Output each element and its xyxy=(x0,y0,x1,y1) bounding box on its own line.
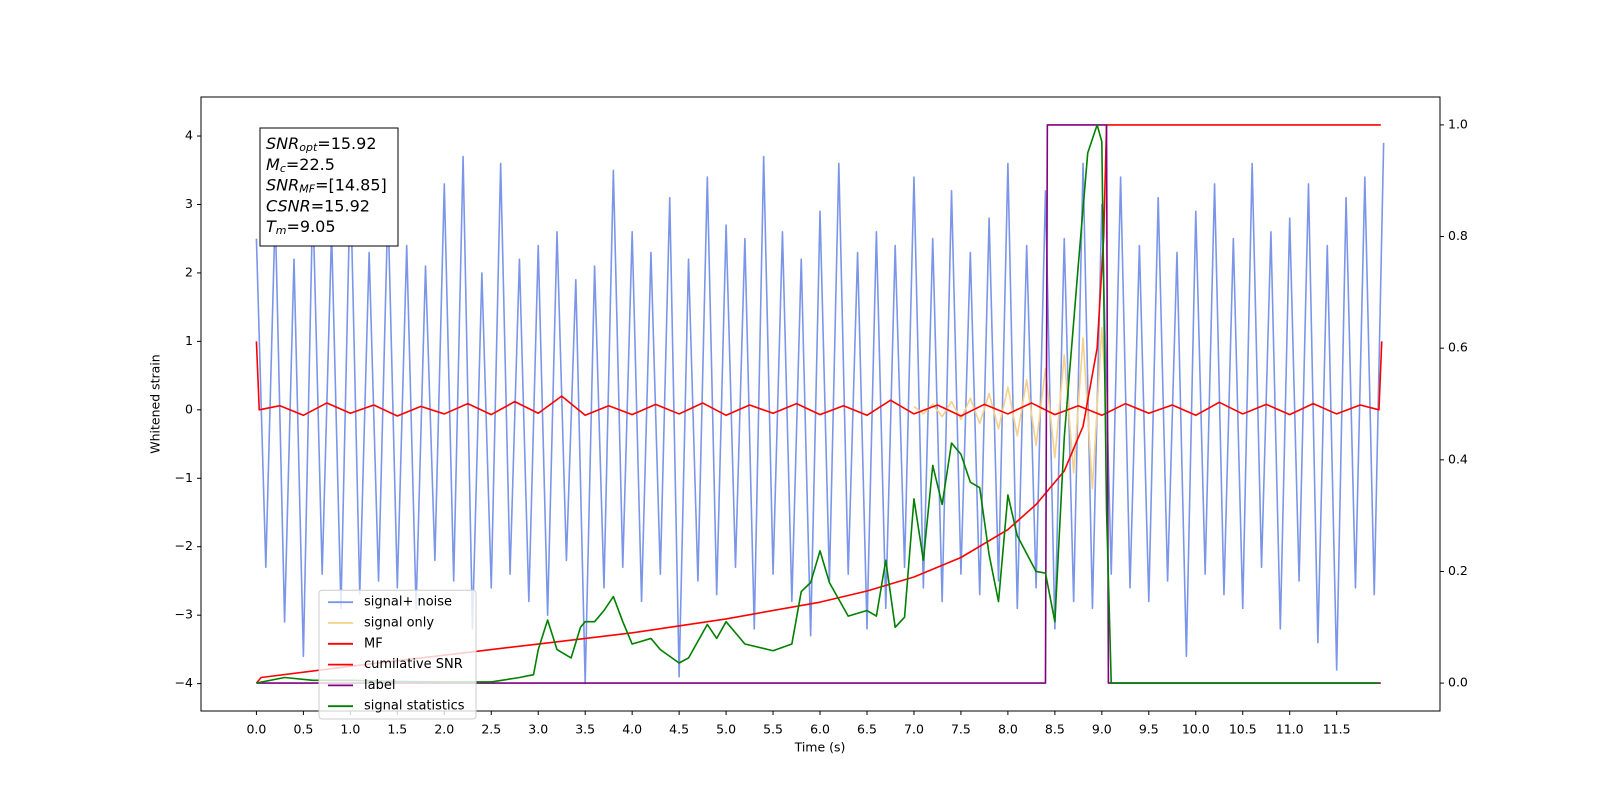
x-tick-label: 10.5 xyxy=(1229,722,1257,737)
annotation: CSNR=15.92 xyxy=(266,196,370,215)
annotation: Mc=22.5 xyxy=(266,154,335,175)
x-tick-label: 1.0 xyxy=(340,722,360,737)
y-axis-label: Whitened strain xyxy=(148,354,163,453)
annotation-sub: MF xyxy=(299,183,315,196)
annotation-text: =9.05 xyxy=(287,217,336,236)
x-tick-label: 8.0 xyxy=(998,722,1018,737)
y-tick-label: −4 xyxy=(175,675,193,690)
x-tick-label: 10.0 xyxy=(1182,722,1210,737)
y-tick-label: −1 xyxy=(175,470,193,485)
legend-frame xyxy=(318,589,477,720)
x-tick-label: 2.5 xyxy=(481,722,501,737)
annotation-sub: m xyxy=(276,224,287,237)
y2-tick-label: 0.2 xyxy=(1448,563,1468,578)
x-tick-label: 8.5 xyxy=(1045,722,1065,737)
annotation-sub: c xyxy=(280,162,286,175)
y-tick-label: 3 xyxy=(185,196,193,211)
x-tick-label: 5.0 xyxy=(716,722,736,737)
y-tick-label: −2 xyxy=(175,538,193,553)
legend-label: label xyxy=(364,678,395,693)
y-tick-label: 1 xyxy=(185,333,193,348)
x-tick-label: 0.5 xyxy=(293,722,313,737)
x-tick-label: 11.0 xyxy=(1276,722,1304,737)
annotation-main: SNR xyxy=(266,175,299,194)
x-tick-label: 2.0 xyxy=(434,722,454,737)
annotation: Tm=9.05 xyxy=(266,217,336,238)
x-tick-label: 6.5 xyxy=(857,722,877,737)
series-line xyxy=(255,341,1383,417)
legend-label: signal+ noise xyxy=(364,595,452,610)
annotation: SNRopt=15.92 xyxy=(266,134,377,155)
x-tick-label: 0.0 xyxy=(246,722,266,737)
annotation-main: M xyxy=(266,154,280,173)
x-tick-label: 5.5 xyxy=(763,722,783,737)
x-tick-label: 4.0 xyxy=(622,722,642,737)
legend-label: signal statistics xyxy=(364,699,465,714)
ticks: 0.0 0.5 1.0 1.5 2.0 2.5 3.0 3.5 4.0 4.5 5.0 5.5 6.0 6… xyxy=(175,116,1468,736)
annotation-sub: opt xyxy=(299,141,318,154)
y2-tick-label: 0.4 xyxy=(1448,451,1468,466)
x-tick-label: 3.5 xyxy=(575,722,595,737)
annotation-text: =15.92 xyxy=(317,134,376,153)
y2-tick-label: 0.0 xyxy=(1448,675,1468,690)
x-tick-label: 3.0 xyxy=(528,722,548,737)
series-line xyxy=(255,142,1385,685)
legend-label: cumilative SNR xyxy=(364,657,463,672)
x-tick-label: 9.5 xyxy=(1139,722,1159,737)
annotation-text: =15.92 xyxy=(311,196,370,215)
annotation-main: T xyxy=(266,217,277,236)
legend: signal+ noise signal only MF cumilative SNR… xyxy=(318,589,477,720)
y-tick-label: −3 xyxy=(175,607,193,622)
x-tick-label: 7.5 xyxy=(951,722,971,737)
y-tick-label: 2 xyxy=(185,264,193,279)
x-tick-label: 9.0 xyxy=(1092,722,1112,737)
x-tick-label: 6.0 xyxy=(810,722,830,737)
annotation-text: =22.5 xyxy=(286,154,335,173)
x-tick-label: 11.5 xyxy=(1323,722,1351,737)
annotation: SNRMF=[14.85] xyxy=(266,175,387,196)
x-tick-label: 4.5 xyxy=(669,722,689,737)
legend-label: signal only xyxy=(364,616,434,631)
x-tick-label: 7.0 xyxy=(904,722,924,737)
y2-tick-label: 0.8 xyxy=(1448,228,1468,243)
annotation-frame xyxy=(259,127,399,247)
annotation-main: SNR xyxy=(266,134,299,153)
annotation-main: CSNR xyxy=(266,196,311,215)
x-axis-label: Time (s) xyxy=(794,740,846,755)
series-line xyxy=(256,124,1379,684)
y-tick-label: 4 xyxy=(185,128,193,143)
y2-tick-label: 0.6 xyxy=(1448,340,1468,355)
y-tick-label: 0 xyxy=(185,401,193,416)
annotation-box: SNRopt=15.92Mc=22.5SNRMF=[14.85]CSNR=15.… xyxy=(259,127,399,247)
y2-tick-label: 1.0 xyxy=(1448,116,1468,131)
x-tick-label: 1.5 xyxy=(387,722,407,737)
legend-label: MF xyxy=(364,636,383,651)
annotation-text: =[14.85] xyxy=(315,175,387,194)
